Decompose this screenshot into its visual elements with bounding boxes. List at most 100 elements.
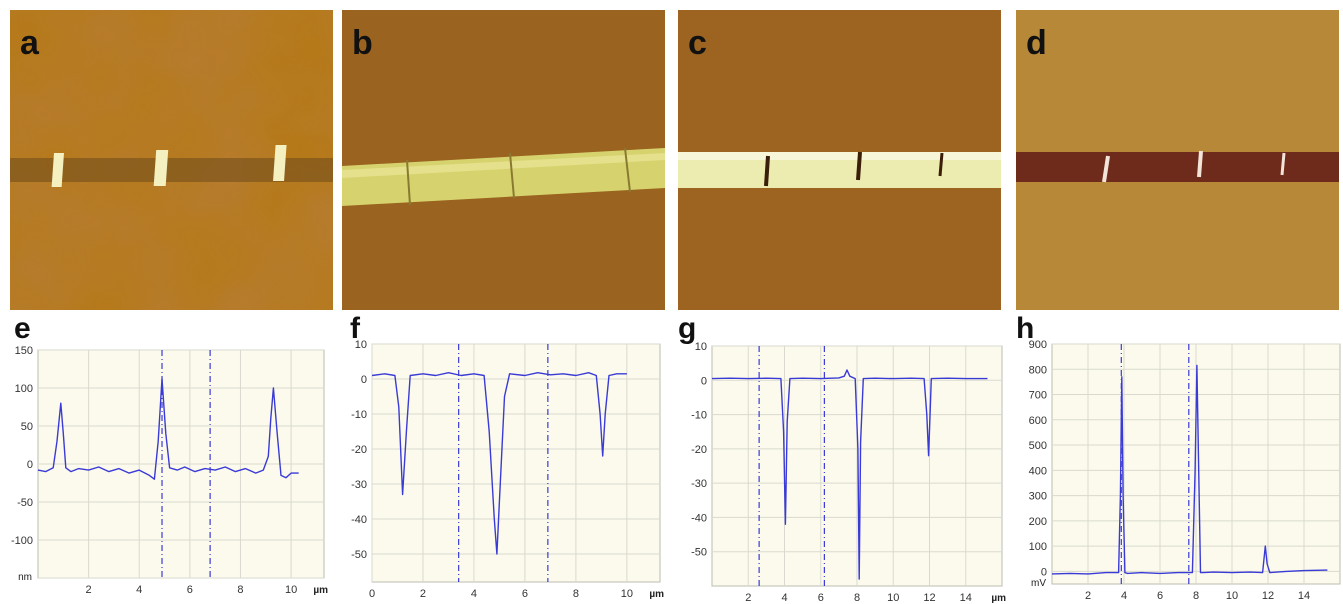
afm-image-b: b (342, 10, 665, 310)
x-tick-label-f-2: 4 (471, 588, 477, 600)
x-tick-label-g-6: 14 (960, 592, 972, 604)
y-tick-label-h-0: 900 (1029, 339, 1047, 351)
y-tick-label-h-7: 200 (1029, 516, 1047, 528)
panel-label-c: c (688, 24, 707, 62)
y-tick-label-g-4: -30 (691, 478, 707, 490)
y-tick-label-g-1: 0 (701, 375, 707, 387)
x-tick-label-g-2: 6 (818, 592, 824, 604)
y-tick-label-h-9: 0 (1041, 566, 1047, 578)
x-axis-label-e: µm (313, 585, 328, 596)
afm-a-cut-3 (273, 145, 287, 181)
afm-image-a: a (10, 10, 333, 310)
afm-b-cut-3 (624, 147, 631, 193)
afm-c-cut-2 (856, 151, 862, 181)
y-tick-label-g-0: 10 (695, 341, 707, 353)
afm-d-cut-3 (1280, 152, 1286, 176)
afm-d-cut-1 (1102, 155, 1110, 183)
y-tick-label-e-5: -100 (11, 535, 33, 547)
x-tick-label-e-4: 10 (285, 584, 297, 596)
panel-label-a: a (20, 24, 39, 62)
x-tick-label-f-1: 2 (420, 588, 426, 600)
panel-label-f: f (350, 312, 360, 345)
y-tick-label-e-0: 150 (15, 345, 33, 357)
afm-image-c-graphic (678, 10, 1001, 310)
panel-label-h: h (1016, 312, 1035, 345)
afm-a-cut-2 (153, 150, 169, 186)
x-tick-label-e-1: 4 (136, 584, 142, 596)
y-tick-label-f-3: -20 (351, 444, 367, 456)
afm-b-strip-highlight (342, 153, 665, 178)
y-tick-label-h-4: 500 (1029, 440, 1047, 452)
profile-plot-e: e 150 100 50 0 -50 -100 2 4 6 8 10 µm nm (0, 314, 335, 604)
y-tick-label-g-6: -50 (691, 547, 707, 559)
panel-label-b: b (352, 24, 373, 62)
x-tick-label-e-3: 8 (237, 584, 243, 596)
profile-chart-e: 150 100 50 0 -50 -100 2 4 6 8 10 µm nm (11, 345, 328, 596)
afm-image-b-graphic (342, 10, 665, 310)
panel-label-e: e (14, 312, 31, 345)
afm-image-d-graphic (1016, 10, 1339, 310)
y-tick-label-e-3: 0 (27, 459, 33, 471)
afm-c-cut-1 (764, 155, 770, 187)
afm-d-strip (1016, 152, 1339, 182)
y-tick-label-g-5: -40 (691, 512, 707, 524)
afm-d-cut-2 (1197, 150, 1203, 178)
y-tick-label-e-4: -50 (17, 497, 33, 509)
panel-label-g: g (678, 312, 697, 345)
panel-label-d: d (1026, 24, 1047, 62)
y-axis-label-h: mV (1031, 578, 1046, 589)
x-tick-label-g-0: 2 (745, 592, 751, 604)
y-tick-label-e-2: 50 (21, 421, 33, 433)
y-axis-label-e: nm (18, 572, 32, 583)
x-tick-label-g-1: 4 (781, 592, 787, 604)
profile-plot-h: h 900 800 700 600 500 400 300 200 100 0 2 4 6 8 10 12 14… (1016, 314, 1343, 604)
plot-area-f (371, 343, 661, 583)
x-tick-label-h-6: 14 (1298, 590, 1310, 602)
profile-chart-f: 10 0 -10 -20 -30 -40 -50 0 2 4 6 8 10 µm (351, 339, 664, 600)
series-line-h (1051, 364, 1328, 575)
series-line-g (711, 369, 988, 580)
afm-b-cut-2 (509, 152, 515, 199)
y-tick-label-h-1: 800 (1029, 364, 1047, 376)
y-tick-label-f-1: 0 (361, 374, 367, 386)
y-tick-label-h-6: 300 (1029, 491, 1047, 503)
y-tick-label-g-2: -10 (691, 410, 707, 422)
afm-image-d: d (1016, 10, 1339, 310)
afm-image-a-graphic (10, 10, 333, 310)
afm-c-cut-3 (938, 152, 944, 177)
x-tick-label-f-3: 6 (522, 588, 528, 600)
y-tick-label-h-5: 400 (1029, 465, 1047, 477)
y-tick-label-h-3: 600 (1029, 415, 1047, 427)
y-tick-label-h-2: 700 (1029, 390, 1047, 402)
series-line-e (37, 378, 299, 480)
x-tick-label-h-2: 6 (1157, 590, 1163, 602)
y-tick-label-g-3: -20 (691, 444, 707, 456)
profile-chart-h: 900 800 700 600 500 400 300 200 100 0 2 4 6 8 10 12 14 mV (1029, 339, 1341, 602)
y-tick-label-f-6: -50 (351, 549, 367, 561)
x-tick-label-h-1: 4 (1121, 590, 1127, 602)
x-tick-label-h-0: 2 (1085, 590, 1091, 602)
x-tick-label-e-2: 6 (187, 584, 193, 596)
x-tick-label-f-0: 0 (369, 588, 375, 600)
y-tick-label-h-8: 100 (1029, 541, 1047, 553)
x-tick-label-f-4: 8 (573, 588, 579, 600)
profile-chart-g: 10 0 -10 -20 -30 -40 -50 2 4 6 8 10 12 14 µm (691, 341, 1006, 604)
afm-c-strip-highlight (678, 152, 1001, 160)
afm-b-cut-1 (406, 159, 411, 206)
x-tick-label-e-0: 2 (86, 584, 92, 596)
y-tick-label-f-2: -10 (351, 409, 367, 421)
x-tick-label-g-3: 8 (854, 592, 860, 604)
x-tick-label-g-5: 12 (923, 592, 935, 604)
x-axis-label-f: µm (649, 589, 664, 600)
series-line-f (371, 372, 627, 555)
y-tick-label-f-4: -30 (351, 479, 367, 491)
x-tick-label-f-5: 10 (621, 588, 633, 600)
profile-plot-g: g 10 0 -10 -20 -30 -40 -50 2 4 6 8 10 12 14 µm (678, 314, 1010, 604)
x-axis-label-g: µm (991, 593, 1006, 604)
profile-plot-f: f 10 0 -10 -20 -30 -40 -50 0 2 4 6 8 10 µm (342, 314, 672, 604)
afm-image-c: c (678, 10, 1001, 310)
afm-a-cut-1 (51, 153, 65, 187)
x-tick-label-h-5: 12 (1262, 590, 1274, 602)
x-tick-label-h-3: 8 (1193, 590, 1199, 602)
x-tick-label-g-4: 10 (887, 592, 899, 604)
